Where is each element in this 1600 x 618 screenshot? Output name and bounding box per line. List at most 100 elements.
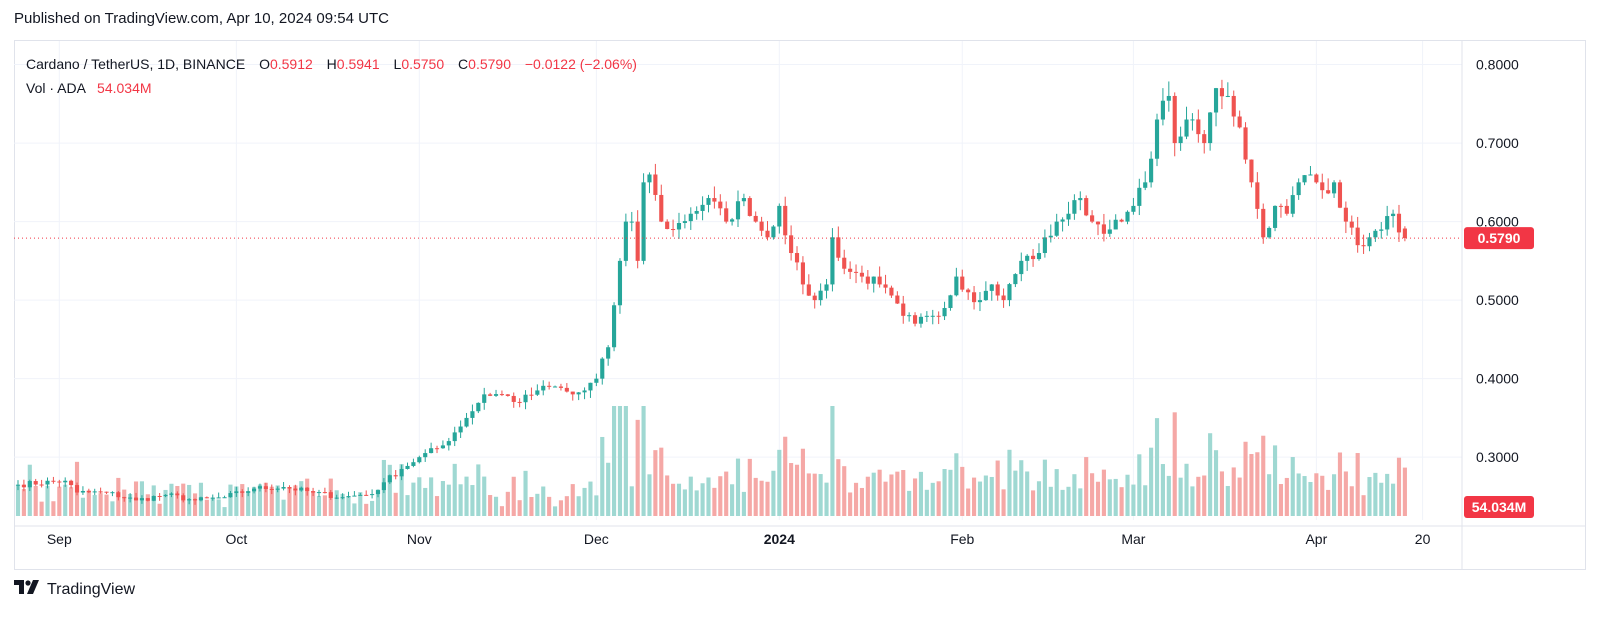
candle-up: [1054, 213, 1059, 237]
volume-bar: [293, 485, 298, 516]
volume-bar: [316, 495, 322, 516]
candle-body: [771, 226, 776, 238]
volume-bar: [33, 485, 38, 516]
candle-down: [1101, 213, 1106, 242]
volume-bar: [517, 500, 522, 516]
candle-body: [635, 221, 640, 261]
volume-bar: [600, 436, 605, 516]
candle-up: [222, 495, 227, 499]
candle-body: [381, 482, 386, 491]
volume-bar: [1237, 477, 1242, 516]
volume-bar: [1048, 486, 1053, 516]
candle-up: [1296, 178, 1301, 200]
candle-body: [299, 487, 304, 491]
candle-up: [694, 206, 699, 220]
candle-body: [1314, 174, 1319, 183]
volume-bar: [417, 477, 422, 516]
candle-down: [263, 482, 268, 493]
candle-up: [576, 392, 581, 401]
volume-bar: [918, 471, 924, 516]
candle-body: [1202, 134, 1207, 144]
candle-body: [547, 385, 552, 387]
candle-body: [883, 284, 888, 288]
candle-body: [1119, 219, 1124, 222]
legend-high-label: H: [326, 56, 337, 72]
candle-body: [1178, 136, 1183, 144]
candle-up: [552, 385, 558, 388]
candle-down: [98, 487, 103, 494]
volume-bar: [263, 482, 268, 516]
volume-bar: [594, 495, 599, 516]
volume-bar: [1314, 473, 1319, 516]
candle-down: [995, 281, 1000, 301]
volume-bar: [222, 507, 227, 516]
volume-bar: [423, 487, 428, 516]
volume-bar: [653, 450, 658, 516]
volume-bar: [806, 473, 811, 516]
candle-body: [718, 201, 723, 209]
candle-body: [641, 182, 646, 261]
candle-down: [936, 311, 941, 325]
candle-up: [1066, 201, 1071, 226]
candle-body: [1237, 116, 1242, 128]
candle-down: [901, 295, 906, 324]
y-tick-label: 0.8000: [1476, 57, 1519, 73]
candle-body: [1072, 200, 1077, 214]
volume-bar: [299, 481, 304, 516]
candle-body: [1166, 95, 1171, 101]
candle-body: [74, 485, 80, 493]
candle-down: [570, 391, 575, 401]
candle-up: [541, 380, 546, 396]
candle-body: [877, 276, 882, 285]
candle-up: [824, 278, 829, 299]
volume-bar: [671, 483, 676, 516]
candle-body: [836, 237, 841, 258]
tradingview-brand[interactable]: TradingView: [14, 580, 135, 599]
candle-up: [198, 496, 204, 502]
candle-body: [275, 488, 280, 490]
volume-bar: [1196, 476, 1201, 516]
candle-body: [169, 493, 174, 495]
candle-body: [936, 315, 941, 317]
volume-bar: [700, 483, 705, 516]
candle-body: [564, 387, 569, 392]
candle-body: [1361, 245, 1366, 247]
volume-bar: [1343, 471, 1348, 516]
volume-bar: [1025, 471, 1030, 516]
candle-down: [287, 485, 292, 494]
candle-body: [234, 491, 239, 494]
candle-body: [210, 497, 215, 499]
candle-down: [175, 491, 180, 499]
candle-body: [128, 497, 133, 499]
candle-up: [1149, 151, 1154, 188]
volume-bar: [712, 487, 717, 516]
candle-down: [311, 487, 316, 497]
volume-badge-label: 54.034M: [1472, 499, 1526, 515]
volume-bar: [1101, 469, 1106, 516]
candle-body: [812, 295, 817, 301]
candle-body: [1066, 213, 1071, 220]
volume-bar: [446, 484, 451, 516]
candle-down: [517, 398, 522, 408]
candle-body: [1007, 284, 1012, 301]
candle-body: [570, 391, 575, 395]
candle-body: [995, 284, 1000, 296]
volume-bar: [1090, 473, 1095, 516]
candle-body: [665, 221, 670, 230]
volume-bar: [1243, 441, 1248, 516]
candle-body: [706, 198, 711, 205]
candle-up: [1213, 87, 1219, 127]
candle-body: [1284, 205, 1289, 214]
candle-up: [299, 486, 304, 492]
candle-up: [647, 172, 652, 194]
candle-body: [364, 494, 369, 496]
candle-body: [907, 315, 912, 317]
volume-bars: [15, 406, 1407, 516]
volume-bar: [535, 493, 540, 516]
candle-up: [617, 258, 623, 314]
candle-up: [1385, 205, 1390, 236]
candle-body: [399, 468, 404, 477]
volume-bar: [948, 469, 953, 516]
volume-bar: [405, 495, 410, 516]
